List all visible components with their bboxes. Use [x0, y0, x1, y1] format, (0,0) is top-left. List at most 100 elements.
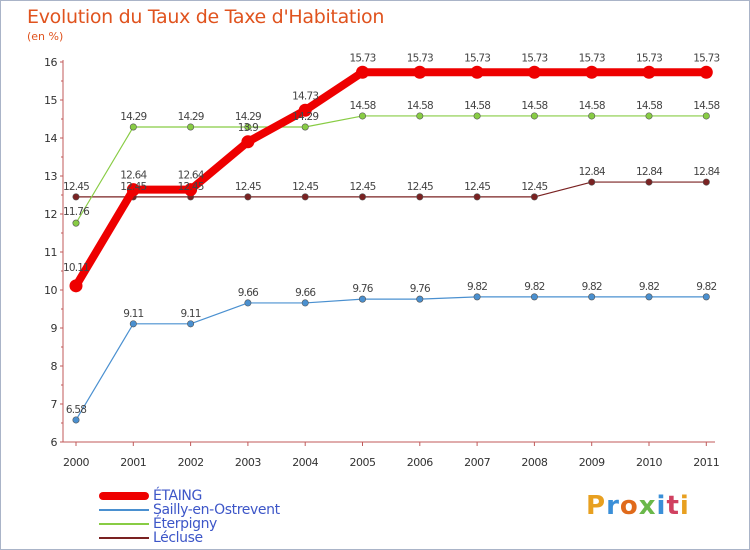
data-point — [129, 320, 137, 328]
data-point — [645, 293, 653, 301]
data-label: 10.11 — [63, 262, 89, 274]
data-label: 15.73 — [464, 52, 490, 64]
x-tick-label: 2009 — [579, 456, 605, 469]
data-label: 9.66 — [238, 287, 259, 299]
data-point — [588, 178, 596, 186]
logo-letter: t — [666, 491, 680, 521]
data-point — [642, 65, 656, 79]
x-tick-label: 2005 — [350, 456, 376, 469]
data-point — [358, 295, 366, 303]
data-label: 12.45 — [120, 181, 146, 193]
data-label: 14.58 — [349, 100, 375, 112]
data-label: 12.45 — [464, 181, 490, 193]
data-point — [470, 65, 484, 79]
unit-label: (en %) — [27, 30, 64, 43]
data-label: 14.58 — [464, 100, 490, 112]
data-point — [702, 293, 710, 301]
data-label: 14.29 — [235, 111, 261, 123]
data-label: 15.73 — [579, 52, 605, 64]
series-line — [75, 181, 707, 198]
legend-swatch — [99, 536, 149, 539]
legend-item-sailly[interactable]: Sailly-en-Ostrevent — [99, 501, 280, 518]
data-label: 12.84 — [579, 166, 606, 178]
x-tick-label: 2008 — [521, 456, 547, 469]
data-point — [530, 293, 538, 301]
data-label: 12.84 — [693, 166, 720, 178]
data-point — [72, 416, 80, 424]
data-label: 15.73 — [636, 52, 662, 64]
y-tick-label: 9 — [51, 322, 58, 335]
y-tick-label: 14 — [44, 132, 57, 145]
data-label: 12.45 — [349, 181, 375, 193]
legend-swatch — [99, 508, 149, 511]
data-label: 14.58 — [407, 100, 433, 112]
data-point — [187, 123, 195, 131]
data-point — [126, 183, 140, 197]
series-line — [75, 296, 707, 421]
data-point — [301, 123, 309, 131]
x-tick-label: 2006 — [407, 456, 433, 469]
data-label: 15.73 — [521, 52, 547, 64]
data-point — [530, 193, 538, 201]
x-tick-label: 2003 — [235, 456, 261, 469]
data-point — [184, 183, 198, 197]
data-label: 15.73 — [407, 52, 433, 64]
data-label: 15.73 — [693, 52, 719, 64]
x-tick-label: 2011 — [693, 456, 719, 469]
data-point — [585, 65, 599, 79]
proxiti-logo: Proxiti — [586, 491, 690, 521]
data-point — [645, 178, 653, 186]
data-point — [588, 112, 596, 120]
data-point — [244, 193, 252, 201]
legend-label: Sailly-en-Ostrevent — [153, 501, 280, 518]
data-label: 12.64 — [120, 170, 147, 182]
data-point — [473, 112, 481, 120]
data-point — [301, 299, 309, 307]
logo-letter: P — [586, 491, 607, 521]
data-point — [699, 65, 713, 79]
y-tick-label: 6 — [51, 436, 58, 449]
data-point — [356, 65, 369, 79]
legend-swatch — [99, 522, 149, 525]
data-point — [645, 112, 653, 120]
data-point — [416, 193, 424, 201]
data-point — [358, 193, 366, 201]
data-label: 12.45 — [292, 181, 318, 193]
data-label: 14.58 — [579, 100, 605, 112]
y-tick-label: 12 — [44, 208, 57, 221]
data-point — [588, 293, 596, 301]
data-label: 12.64 — [178, 170, 205, 182]
data-point — [416, 112, 424, 120]
data-point — [702, 112, 710, 120]
data-point — [298, 103, 312, 117]
data-label: 9.11 — [181, 308, 201, 320]
data-label: 9.82 — [582, 281, 602, 293]
data-label: 6.58 — [66, 404, 86, 416]
data-label: 9.82 — [524, 281, 544, 293]
legend-item-lecluse[interactable]: Lécluse — [99, 530, 203, 546]
data-point — [473, 293, 481, 301]
x-tick-label: 2001 — [120, 456, 146, 469]
data-label: 11.76 — [63, 206, 90, 218]
data-label: 12.45 — [63, 181, 89, 193]
y-tick-label: 11 — [44, 246, 57, 259]
x-tick-label: 2002 — [178, 456, 204, 469]
data-point — [72, 219, 80, 227]
y-tick-label: 13 — [44, 170, 57, 183]
legend-item-etaing[interactable]: ÉTAING — [99, 488, 202, 504]
data-label: 9.82 — [467, 281, 487, 293]
data-label: 13.9 — [238, 122, 258, 134]
data-label: 14.73 — [292, 90, 318, 102]
data-label: 12.45 — [521, 181, 547, 193]
logo-letter: r — [606, 491, 620, 521]
data-label: 14.58 — [521, 100, 547, 112]
legend-item-eterpigny[interactable]: Éterpigny — [99, 516, 217, 532]
y-tick-label: 7 — [51, 398, 58, 411]
data-point — [244, 123, 252, 131]
legend-swatch — [99, 491, 149, 500]
logo-letter: i — [679, 491, 690, 521]
x-tick-label: 2010 — [636, 456, 662, 469]
data-label: 15.73 — [349, 52, 375, 64]
